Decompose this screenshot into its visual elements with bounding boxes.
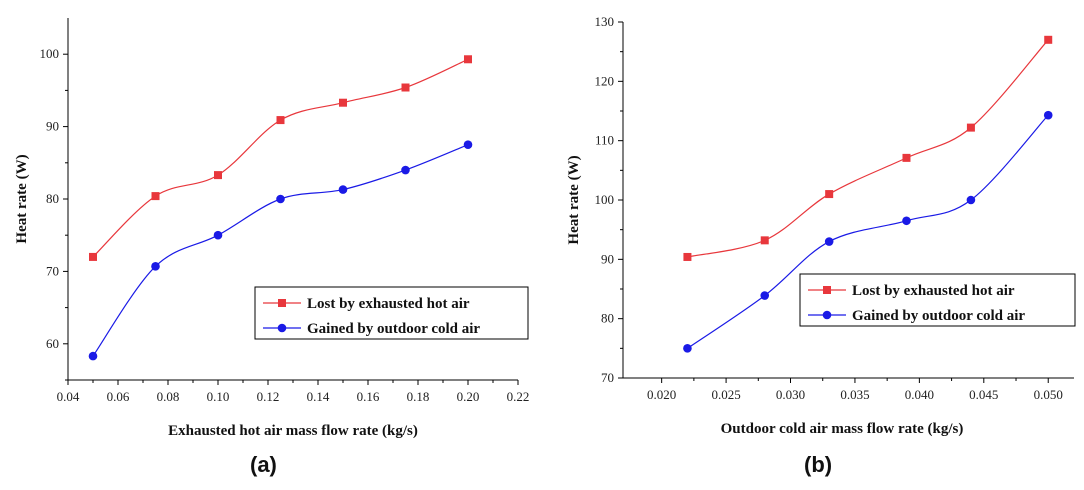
y-tick-label: 100 [595,192,615,207]
data-point-circle [213,230,223,240]
x-tick-label: 0.030 [776,387,805,402]
y-axis-title: Heat rate (W) [566,155,582,244]
y-tick-label: 80 [601,311,614,326]
legend-label: Gained by outdoor cold air [852,308,1025,324]
x-tick-label: 0.025 [711,387,740,402]
data-point-square [1044,35,1053,44]
legend-marker-circle [277,323,287,333]
x-tick-label: 0.020 [647,387,676,402]
x-tick-label: 0.04 [57,389,80,404]
data-point-square [401,83,410,92]
data-point-square [464,55,472,64]
y-tick-label: 90 [46,119,59,134]
x-tick-label: 0.20 [457,389,480,404]
y-tick-label: 70 [46,263,59,278]
series-line-1 [687,39,1049,258]
y-axis-title: Heat rate (W) [14,154,30,243]
data-point-square [276,116,285,125]
data-point-square [966,123,975,132]
x-axis-title: Outdoor cold air mass flow rate (kg/s) [721,421,964,437]
y-tick-label: 130 [595,14,615,29]
data-point-circle [151,262,160,271]
legend-label: Lost by exhausted hot air [852,283,1015,299]
data-point-square [902,153,911,162]
x-tick-label: 0.035 [840,387,869,402]
data-point-square [683,252,692,261]
data-point-circle [88,351,98,361]
legend-box [799,273,1076,327]
y-tick-label: 80 [46,191,59,206]
data-point-circle [276,194,285,204]
data-point-square [151,192,160,201]
chart-b: 0.020 0.025 0.030 0.035 0.040 0.045 0.050 70 80 9… [566,14,1076,437]
legend-box [254,286,529,340]
data-point-square [214,171,222,180]
legend-marker-square [278,299,286,307]
x-tick-label: 0.08 [157,389,180,404]
data-point-circle [1043,110,1053,120]
series-line-2 [687,114,1049,349]
y-tick-label: 60 [46,336,59,351]
data-point-square [825,190,834,199]
x-tick-label: 0.050 [1034,387,1063,402]
data-point-circle [824,237,834,246]
x-tick-label: 0.22 [507,389,530,404]
data-point-circle [401,165,410,175]
x-tick-label: 0.06 [107,389,130,404]
chart-a: 0.04 0.06 0.08 0.10 0.12 0.14 0.16 0.18 0.20 0.22… [14,18,530,439]
data-point-circle [760,291,770,300]
data-point-circle [902,216,911,226]
x-tick-label: 0.10 [207,389,230,404]
data-point-circle [966,195,976,205]
legend-label: Gained by outdoor cold air [307,321,480,337]
data-point-circle [463,140,473,149]
x-tick-label: 0.045 [969,387,998,402]
y-tick-label: 110 [595,133,614,148]
x-tick-label: 0.14 [307,389,330,404]
y-tick-label: 120 [595,73,615,88]
data-point-square [339,98,347,107]
x-tick-label: 0.16 [357,389,380,404]
legend-marker-square [823,286,831,294]
x-axis-title: Exhausted hot air mass flow rate (kg/s) [168,423,418,439]
y-tick-label: 100 [40,46,60,61]
legend-label: Lost by exhausted hot air [307,296,470,312]
data-point-square [89,252,97,261]
x-tick-label: 0.12 [257,389,280,404]
y-tick-label: 90 [601,251,614,266]
x-tick-label: 0.18 [407,389,430,404]
series-line-1 [92,58,469,258]
data-point-circle [683,344,692,353]
x-tick-label: 0.040 [905,387,934,402]
data-point-circle [338,185,348,194]
panel-label-a: (a) [250,452,277,477]
y-tick-label: 70 [601,370,614,385]
legend-marker-circle [822,310,832,320]
data-point-square [760,236,769,245]
panel-label-b: (b) [804,452,833,477]
